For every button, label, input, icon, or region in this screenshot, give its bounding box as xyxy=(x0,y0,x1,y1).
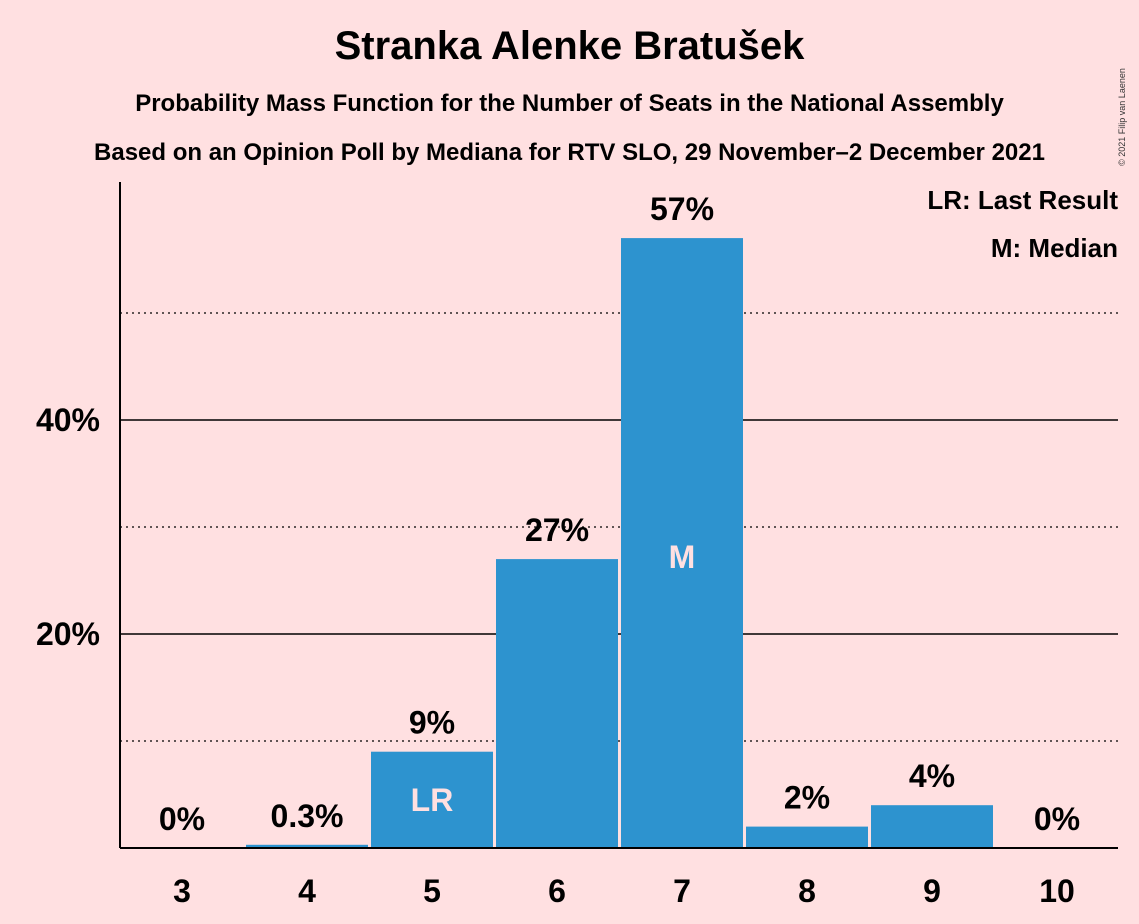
bar-6 xyxy=(496,559,618,848)
x-tick-label-9: 9 xyxy=(923,873,941,909)
chart-title: Stranka Alenke Bratušek xyxy=(334,24,805,68)
y-tick-label-40: 40% xyxy=(36,402,100,438)
bar-marker-lr: LR xyxy=(411,782,454,818)
x-tick-label-8: 8 xyxy=(798,873,816,909)
x-tick-label-5: 5 xyxy=(423,873,441,909)
x-tick-label-4: 4 xyxy=(298,873,316,909)
data-label-5: 9% xyxy=(409,705,455,741)
bar-9 xyxy=(871,805,993,848)
bar-7 xyxy=(621,238,743,849)
data-label-10: 0% xyxy=(1034,801,1080,837)
data-label-8: 2% xyxy=(784,780,830,816)
data-label-6: 27% xyxy=(525,512,589,548)
x-tick-label-3: 3 xyxy=(173,873,191,909)
x-tick-label-10: 10 xyxy=(1039,873,1075,909)
legend-entry-1: LR: Last Result xyxy=(927,185,1118,215)
x-tick-label-7: 7 xyxy=(673,873,691,909)
bar-4 xyxy=(246,844,368,848)
data-label-3: 0% xyxy=(159,801,205,837)
bar-8 xyxy=(746,826,868,848)
chart-subtitle: Probability Mass Function for the Number… xyxy=(135,90,1004,117)
data-label-9: 4% xyxy=(909,758,955,794)
data-label-7: 57% xyxy=(650,191,714,227)
data-label-4: 0.3% xyxy=(271,798,344,834)
x-tick-label-6: 6 xyxy=(548,873,566,909)
y-tick-label-20: 20% xyxy=(36,616,100,652)
chart-subtitle-source: Based on an Opinion Poll by Mediana for … xyxy=(94,139,1045,166)
legend-entry-2: M: Median xyxy=(991,233,1118,263)
bar-5 xyxy=(371,751,493,848)
bar-marker-m: M xyxy=(669,539,696,575)
